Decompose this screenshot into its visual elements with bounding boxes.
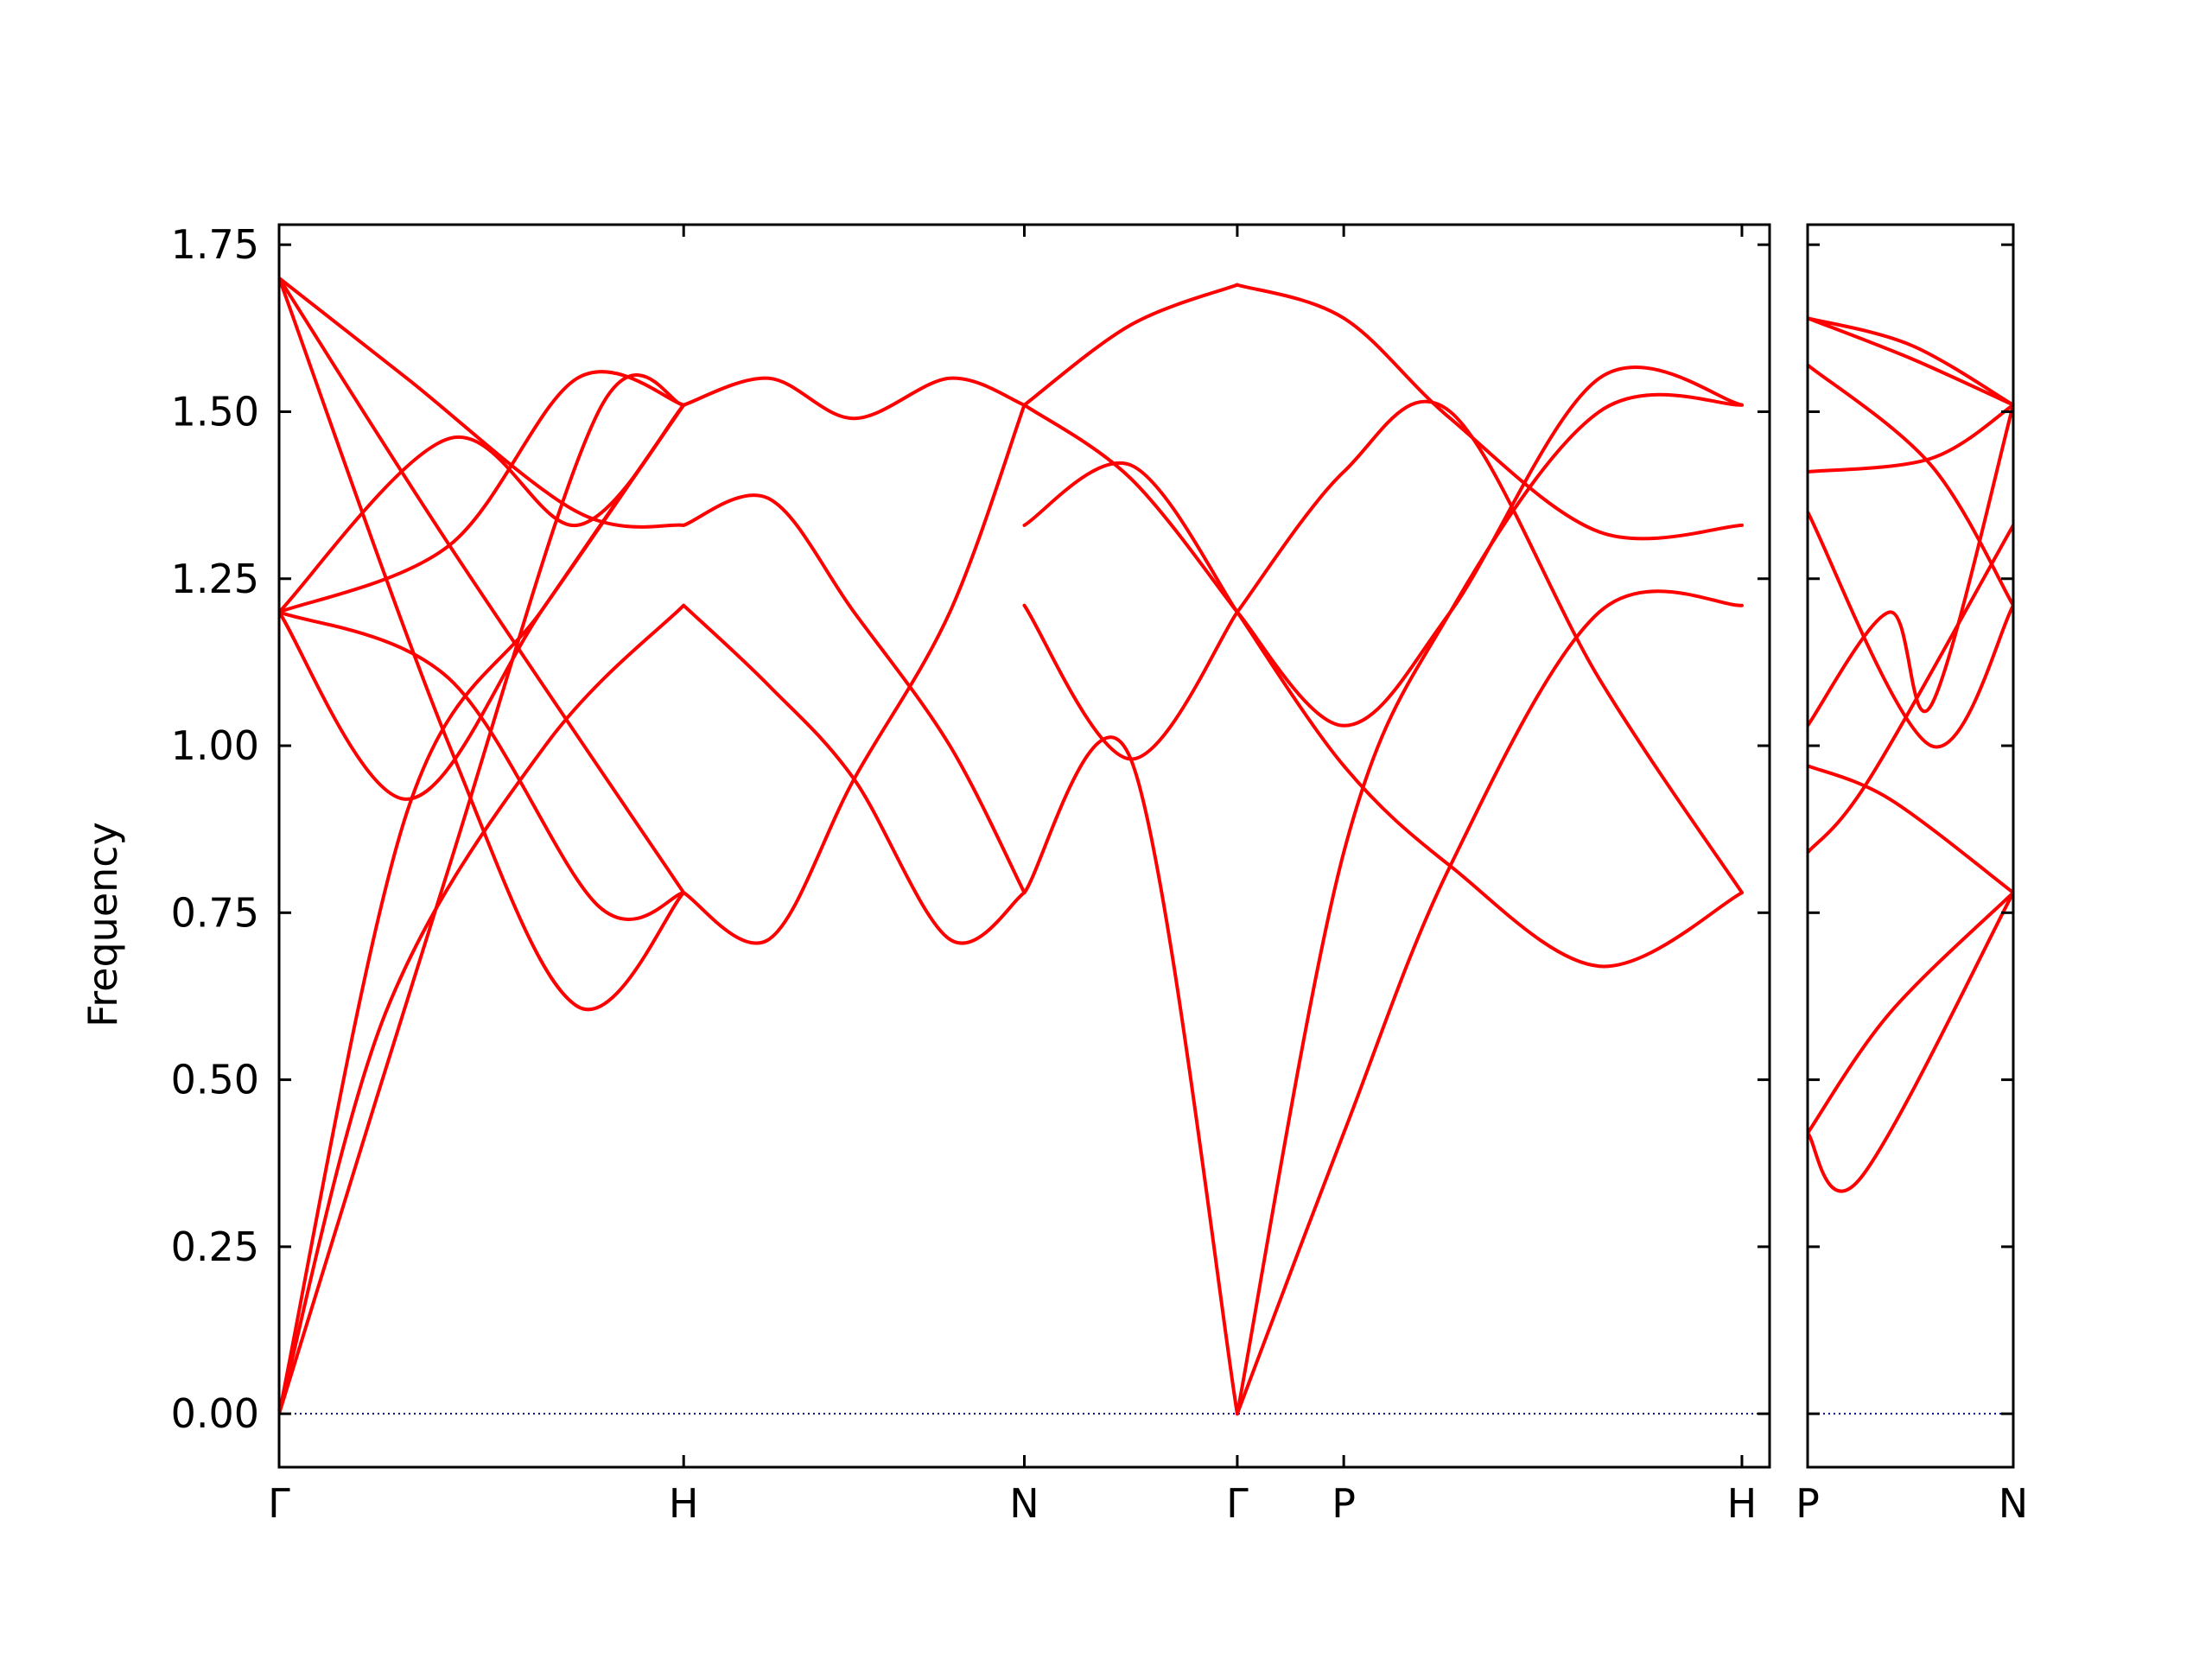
- band-line-0-16: [1022, 461, 1239, 614]
- band-line-0-23: [1235, 283, 1744, 541]
- y-tick-label: 1.75: [171, 221, 259, 268]
- band-line-0-20: [1235, 589, 1744, 1416]
- band-line-0-8: [279, 276, 686, 895]
- band-line-0-0: [279, 403, 686, 1416]
- band-series-group: [1808, 316, 2013, 1193]
- band-line-0-7: [279, 276, 686, 529]
- band-line-0-22: [1235, 610, 1744, 969]
- band-line-0-24: [1235, 399, 1744, 895]
- y-axis: 0.00 0.25 0.50 0.75 1.00 1.25 1.50 1.75: [171, 221, 259, 1437]
- band-series-group: [279, 276, 1744, 1416]
- x-tick-label: N: [1009, 1480, 1039, 1527]
- y-tick-label: 0.00: [171, 1390, 259, 1437]
- band-line-0-3: [279, 403, 686, 801]
- band-line-1-3: [1808, 764, 2013, 895]
- y-tick-label: 1.00: [171, 722, 259, 769]
- plot-frame: [277, 223, 1771, 1469]
- band-line-0-5: [279, 403, 686, 614]
- band-line-1-4: [1808, 403, 2013, 728]
- band-line-1-1: [1808, 891, 2013, 1135]
- band-line-0-12: [682, 403, 1027, 945]
- x-tick-label: Γ: [268, 1480, 290, 1527]
- x-tick-label: H: [669, 1480, 699, 1527]
- band-line-0-15: [1022, 283, 1239, 407]
- band-line-1-8: [1808, 316, 2013, 407]
- band-line-0-14: [1022, 403, 1239, 614]
- band-line-1-5: [1808, 510, 2013, 749]
- band-line-0-18: [1022, 735, 1239, 1416]
- band-line-0-10: [682, 376, 1027, 421]
- band-line-0-4: [279, 610, 686, 921]
- band-line-0-11: [682, 493, 1027, 895]
- x-tick-label: Γ: [1226, 1480, 1249, 1527]
- y-axis-label: Frequency: [79, 822, 126, 1027]
- band-line-0-17: [1022, 603, 1239, 761]
- y-tick-label: 0.75: [171, 889, 259, 936]
- y-tick-label: 1.25: [171, 556, 259, 602]
- band-line-0-6: [279, 370, 686, 614]
- band-line-0-9: [279, 276, 686, 1011]
- band-line-0-13: [682, 603, 1027, 945]
- band-line-1-0: [1808, 891, 2013, 1193]
- x-tick-label: N: [1999, 1480, 2028, 1527]
- y-tick-label: 1.50: [171, 388, 259, 435]
- plot-frame: [1806, 223, 2015, 1469]
- band-line-0-2: [279, 603, 686, 1416]
- band-line-0-19: [1235, 392, 1744, 1416]
- x-tick-label: P: [1332, 1480, 1356, 1527]
- y-tick-label: 0.25: [171, 1224, 259, 1270]
- y-tick-label: 0.50: [171, 1057, 259, 1103]
- band-line-0-21: [1235, 365, 1744, 728]
- band-line-1-9: [1808, 316, 2013, 407]
- band-line-1-2: [1808, 523, 2013, 855]
- band-line-1-7: [1808, 363, 2013, 607]
- band-line-1-6: [1808, 403, 2013, 474]
- band-line-0-1: [279, 373, 686, 1416]
- x-tick-label: P: [1796, 1480, 1820, 1527]
- x-tick-label: H: [1727, 1480, 1758, 1527]
